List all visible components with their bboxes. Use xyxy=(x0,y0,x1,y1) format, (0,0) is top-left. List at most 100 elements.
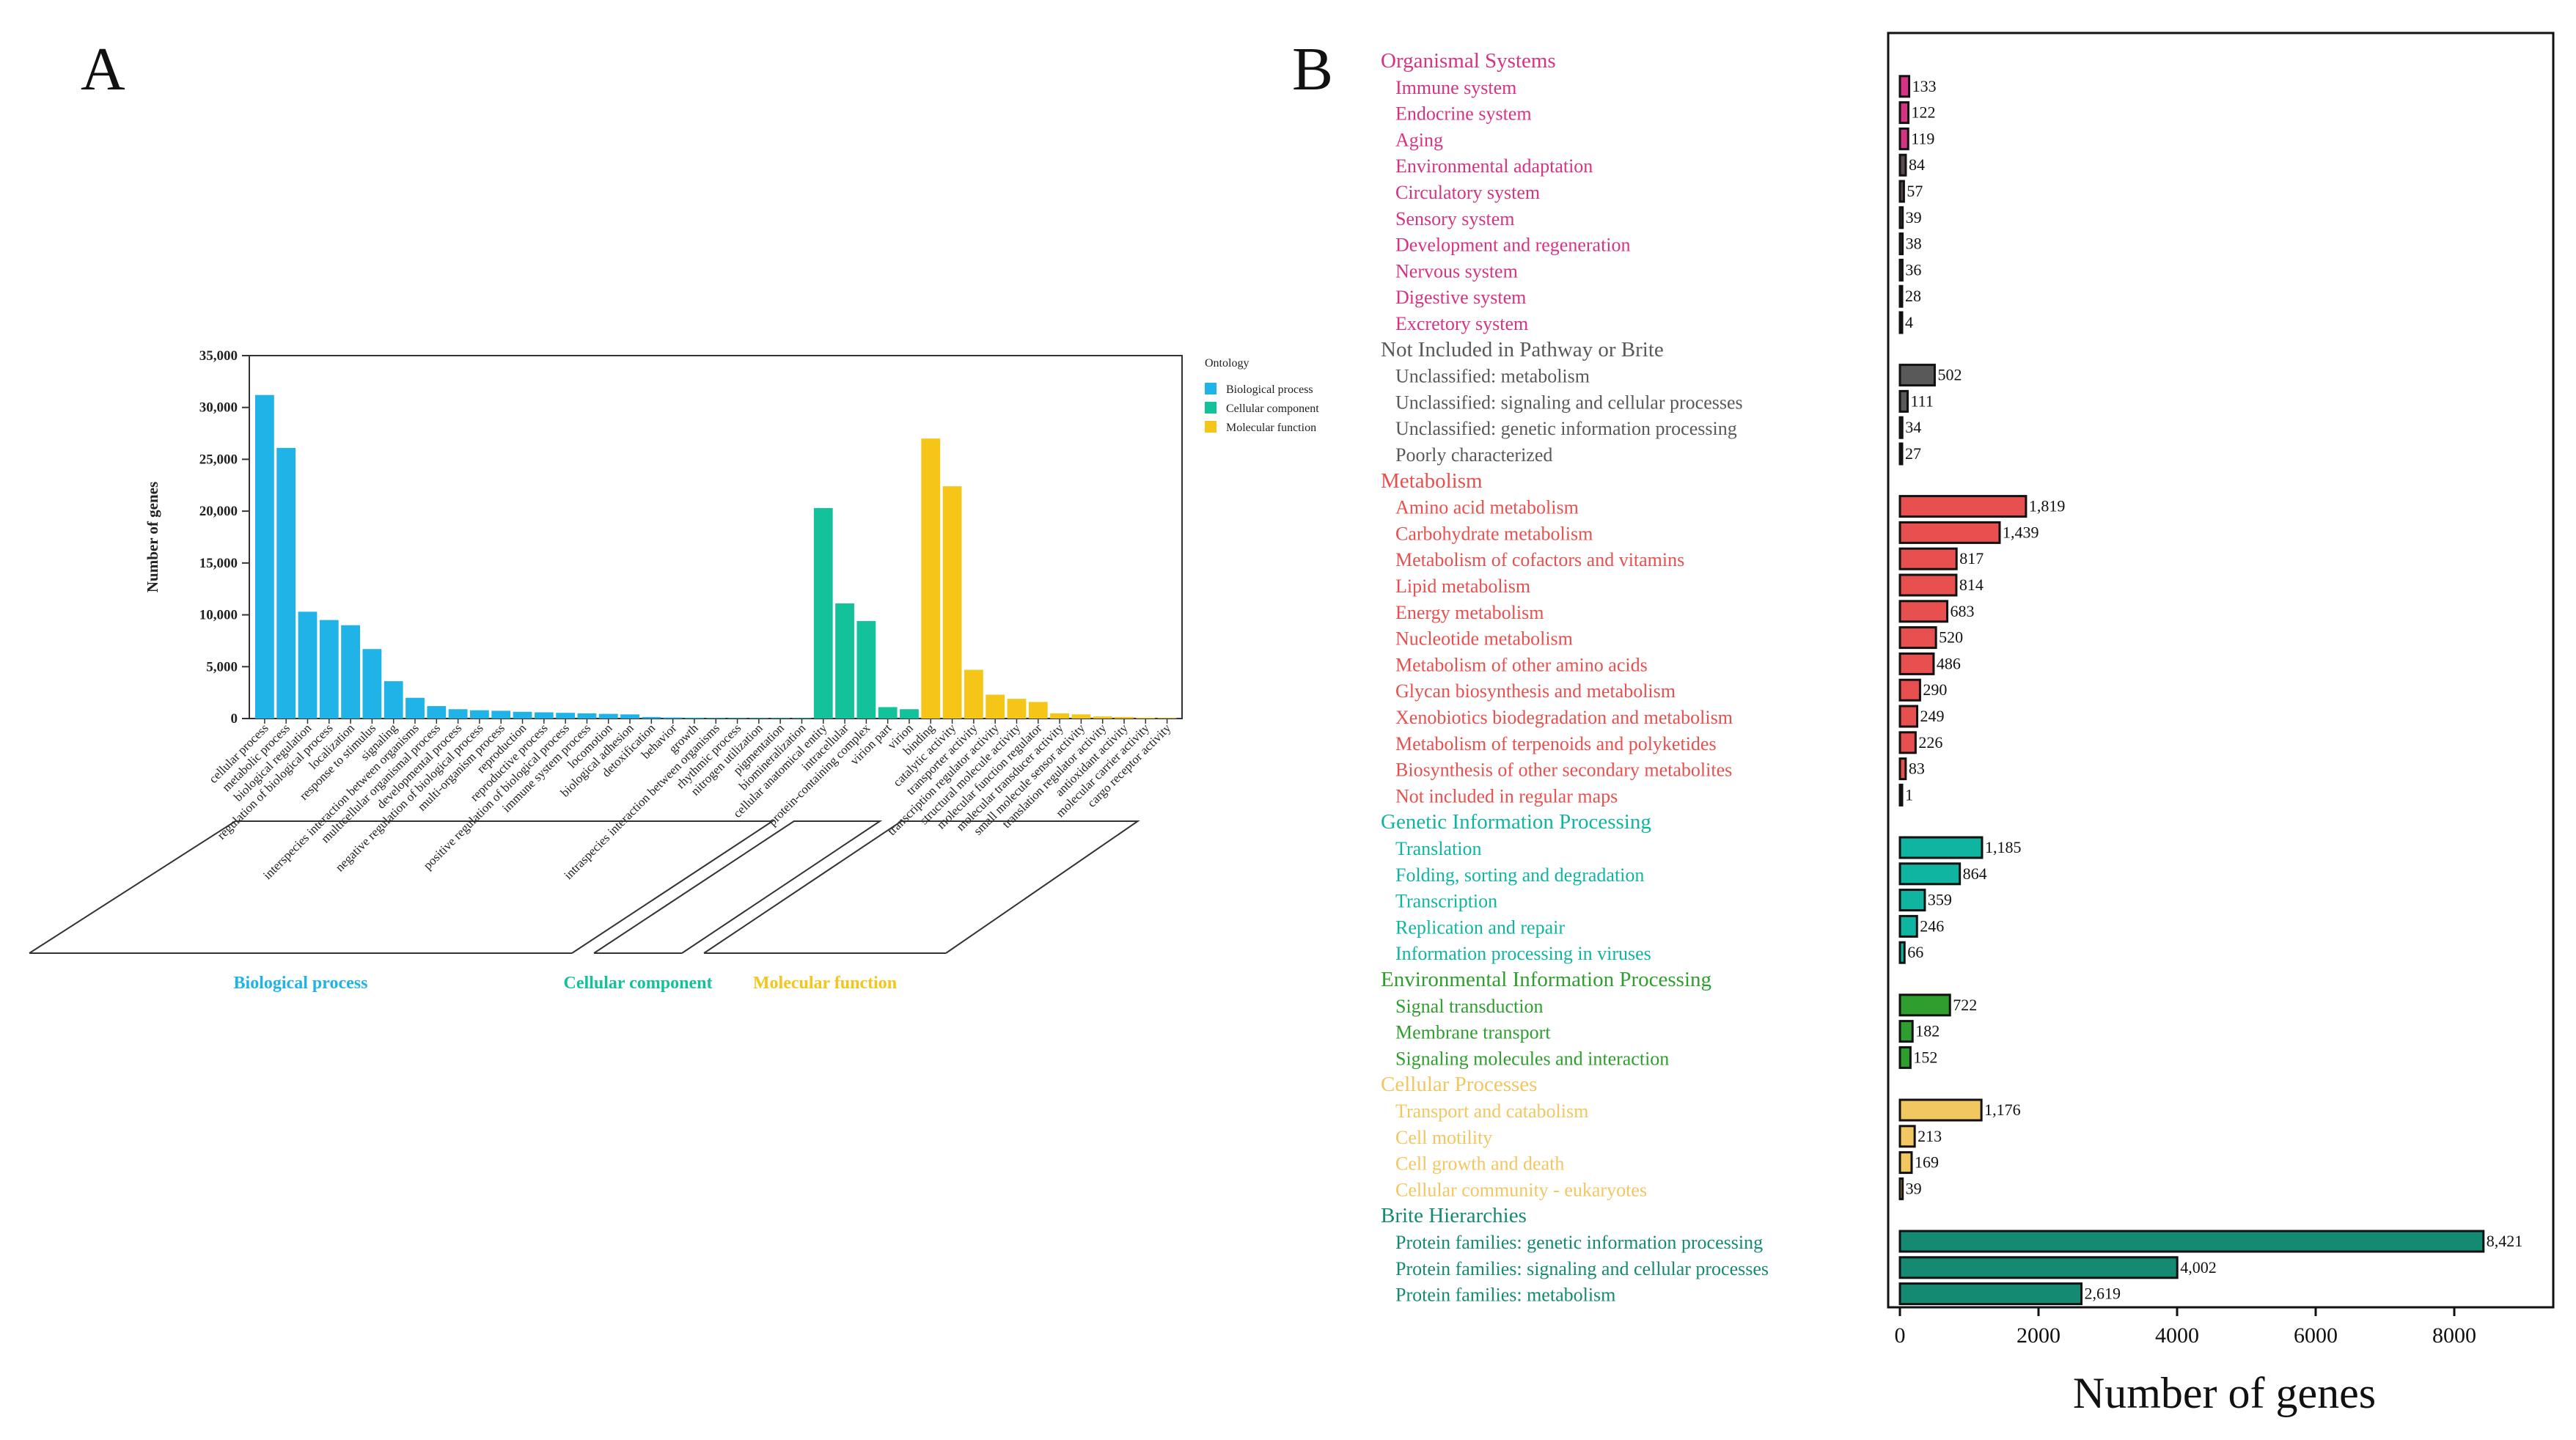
bar-value-label: 119 xyxy=(1911,129,1934,147)
bar xyxy=(598,713,618,719)
panel-a-legend: Ontology Biological process Cellular compo… xyxy=(1205,357,1319,434)
y-tick-label: 15,000 xyxy=(199,556,238,571)
bar-value-label: 27 xyxy=(1905,444,1921,463)
bar-value-label: 122 xyxy=(1912,103,1936,122)
category-label: Not included in regular maps xyxy=(1395,785,1618,807)
bar xyxy=(1898,180,1905,203)
bar xyxy=(406,697,425,719)
category-label: Translation xyxy=(1395,838,1482,859)
bar xyxy=(1898,364,1936,387)
bar-value-label: 864 xyxy=(1963,864,1987,883)
bar-value-label: 84 xyxy=(1909,155,1925,174)
category-label: Transcription xyxy=(1395,891,1497,912)
bar-value-label: 36 xyxy=(1905,260,1921,279)
group-label: Biological process xyxy=(234,974,368,993)
bar-value-label: 290 xyxy=(1923,680,1947,699)
category-label: Cellular community - eukaryotes xyxy=(1395,1179,1647,1200)
y-tick-label: 35,000 xyxy=(199,348,238,364)
panel-b-plot-frame xyxy=(1887,32,2555,1309)
panel-a-plot-frame xyxy=(249,355,1183,719)
category-label: Replication and repair xyxy=(1395,916,1565,938)
category-label: Development and regeneration xyxy=(1395,235,1631,256)
bar-value-label: 1,439 xyxy=(2003,523,2039,541)
bar xyxy=(255,394,274,719)
category-label: Protein families: genetic information pr… xyxy=(1395,1232,1763,1253)
y-axis-label: Number of genes xyxy=(144,482,161,592)
category-label: Membrane transport xyxy=(1395,1022,1551,1043)
bar xyxy=(1898,1046,1912,1069)
bar xyxy=(1898,1177,1904,1200)
category-label: Protein families: signaling and cellular… xyxy=(1395,1258,1769,1279)
category-label: Immune system xyxy=(1395,77,1516,98)
category-label: Poorly characterized xyxy=(1395,444,1552,466)
category-label: Folding, sorting and degradation xyxy=(1395,864,1644,886)
bar xyxy=(1898,914,1918,938)
panel-b-category-labels: Organismal Systems Immune system Endocrine… xyxy=(1381,49,1769,1306)
category-label: Signal transduction xyxy=(1395,996,1543,1017)
bar xyxy=(771,718,790,719)
x-tick-label: 2000 xyxy=(2017,1323,2061,1348)
category-label: Metabolism of terpenoids and polyketides xyxy=(1395,733,1717,754)
bar-value-label: 249 xyxy=(1920,707,1945,725)
bar-value-label: 817 xyxy=(1959,549,1984,567)
group-header: Not Included in Pathway or Brite xyxy=(1381,338,1664,361)
bar-value-label: 4,002 xyxy=(2180,1258,2217,1276)
bar xyxy=(685,717,704,719)
bar xyxy=(556,713,576,719)
y-tick-label: 25,000 xyxy=(199,452,238,467)
bar xyxy=(1898,75,1911,98)
panel-a-group-brackets: Biological process Cellular component Mole… xyxy=(29,820,1140,993)
bar xyxy=(1898,127,1909,150)
bar xyxy=(1898,993,1951,1017)
bar-value-label: 38 xyxy=(1906,235,1922,253)
x-tick-label: 6000 xyxy=(2294,1323,2338,1348)
category-label: Cell motility xyxy=(1395,1127,1492,1148)
category-label: Aging xyxy=(1395,129,1443,150)
category-label: Transport and catabolism xyxy=(1395,1101,1588,1122)
bar-value-label: 57 xyxy=(1907,182,1923,200)
y-tick-label: 20,000 xyxy=(199,504,238,519)
bar xyxy=(1898,862,1962,886)
bar-value-label: 520 xyxy=(1939,628,1963,647)
bar xyxy=(427,706,447,719)
bar xyxy=(513,711,532,719)
legend-swatch xyxy=(1205,402,1217,414)
category-label: Circulatory system xyxy=(1395,182,1540,203)
bar xyxy=(1898,941,1906,964)
bar-value-label: 66 xyxy=(1907,943,1923,961)
category-label: Signaling molecules and interaction xyxy=(1395,1048,1669,1069)
group-header: Brite Hierarchies xyxy=(1381,1204,1527,1227)
bar xyxy=(1898,652,1935,675)
group-header: Cellular Processes xyxy=(1381,1073,1537,1096)
bar xyxy=(384,681,403,719)
bar-value-label: 169 xyxy=(1915,1153,1939,1172)
bar xyxy=(1898,783,1904,807)
bar xyxy=(878,707,898,719)
bar-value-label: 486 xyxy=(1937,654,1961,672)
group-bracket xyxy=(29,820,775,954)
bar xyxy=(942,486,962,719)
x-tick-label: 0 xyxy=(1895,1323,1906,1348)
bar xyxy=(964,669,983,719)
bar xyxy=(1157,718,1177,719)
bar xyxy=(620,714,639,719)
bar xyxy=(1898,731,1917,754)
bar xyxy=(1898,547,1958,570)
group-bracket xyxy=(703,820,1140,954)
bar xyxy=(1898,232,1904,256)
category-label: Energy metabolism xyxy=(1395,602,1544,623)
bar xyxy=(749,718,768,719)
bar xyxy=(727,718,747,719)
bar xyxy=(986,694,1005,719)
bar xyxy=(900,709,919,719)
category-label: Unclassified: genetic information proces… xyxy=(1395,418,1737,439)
bar xyxy=(1898,1020,1914,1043)
category-label: Amino acid metabolism xyxy=(1395,497,1579,518)
bar xyxy=(1898,1256,2179,1279)
bar xyxy=(1136,717,1156,719)
bar xyxy=(1898,678,1921,702)
bar xyxy=(1007,699,1027,719)
category-label: Biosynthesis of other secondary metaboli… xyxy=(1395,760,1732,781)
